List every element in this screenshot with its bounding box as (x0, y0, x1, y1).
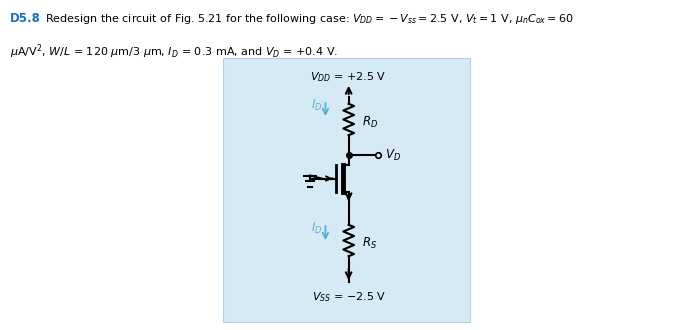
Text: $V_{DD}$ = +2.5 V: $V_{DD}$ = +2.5 V (311, 70, 387, 84)
Text: D5.8: D5.8 (10, 12, 41, 25)
FancyBboxPatch shape (223, 58, 470, 322)
Text: $I_D$: $I_D$ (311, 220, 323, 236)
Text: $\mu$A/V$^2$, $W/L$ = 120 $\mu$m/3 $\mu$m, $I_D$ = 0.3 mA, and $V_D$ = +0.4 V.: $\mu$A/V$^2$, $W/L$ = 120 $\mu$m/3 $\mu$… (10, 42, 337, 61)
Text: $R_D$: $R_D$ (362, 115, 378, 130)
Text: Redesign the circuit of Fig. 5.21 for the following case: $V_{DD} = -V_{ss} = 2.: Redesign the circuit of Fig. 5.21 for th… (45, 12, 573, 26)
Text: $R_S$: $R_S$ (362, 236, 377, 251)
Text: $V_D$: $V_D$ (386, 148, 402, 163)
Text: $V_{SS}$ = −2.5 V: $V_{SS}$ = −2.5 V (312, 290, 386, 304)
Text: $I_D$: $I_D$ (311, 97, 323, 113)
